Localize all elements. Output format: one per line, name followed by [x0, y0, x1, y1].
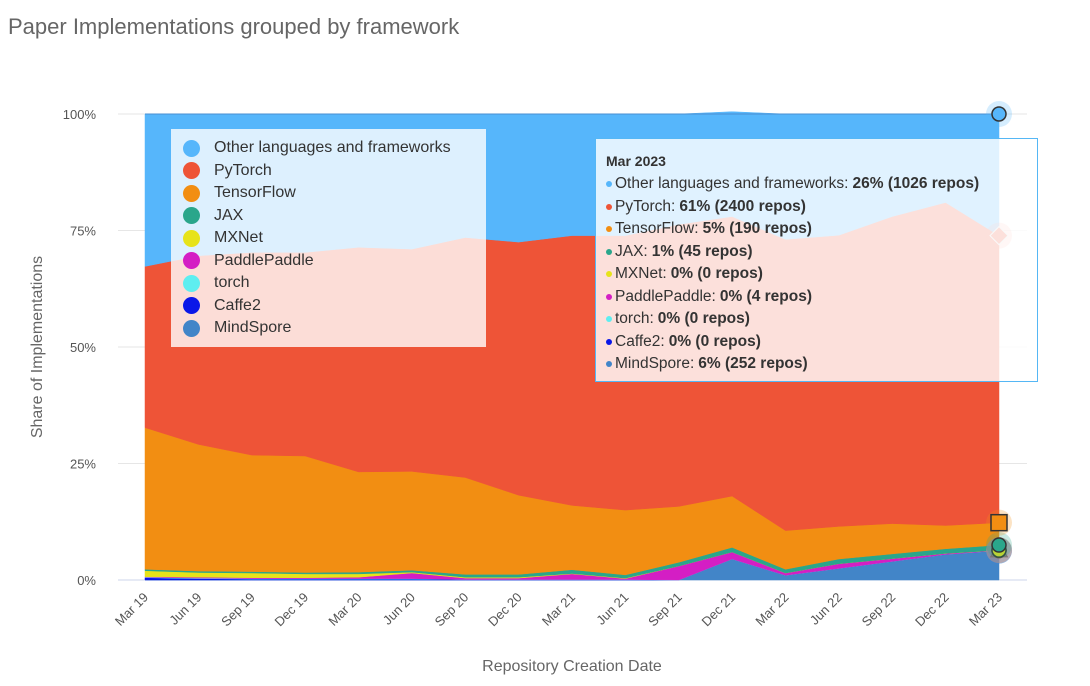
legend-swatch-icon: [183, 207, 200, 225]
x-tick-label: Mar 23: [966, 590, 1005, 629]
chart-legend: Other languages and frameworks PyTorch Ten…: [171, 129, 486, 347]
x-tick-label: Dec 22: [912, 590, 952, 630]
legend-label: PyTorch: [214, 161, 272, 179]
marker-jax[interactable]: [991, 537, 1007, 553]
tooltip-value: 0% (0 repos): [668, 332, 761, 350]
y-tick-label: 25%: [70, 457, 96, 472]
tooltip-bullet-icon: [606, 361, 612, 368]
tooltip-value: 0% (4 repos): [719, 287, 813, 305]
legend-item[interactable]: MindSpore: [183, 317, 474, 340]
legend-label: JAX: [214, 206, 244, 224]
legend-label: Other languages and frameworks: [214, 139, 451, 157]
x-tick-label: Jun 20: [380, 590, 418, 628]
tooltip-row: PyTorch: 61% (2400 repos): [606, 196, 1027, 219]
chart-title: Paper Implementations grouped by framewo…: [8, 14, 460, 39]
tooltip-value: 5% (190 repos): [702, 220, 812, 238]
tooltip-row: MindSpore: 6% (252 repos): [606, 353, 1027, 376]
tooltip-label: JAX:: [615, 242, 648, 260]
tooltip-bullet-icon: [606, 316, 612, 323]
x-tick-label: Mar 22: [752, 590, 791, 629]
tooltip-value: 26% (1026 repos): [852, 175, 980, 193]
x-tick-label: Mar 19: [112, 590, 151, 629]
legend-item[interactable]: PaddlePaddle: [183, 250, 474, 273]
marker-tensorflow[interactable]: [990, 513, 1008, 532]
tooltip-label: Caffe2:: [615, 332, 665, 350]
tooltip-bullet-icon: [606, 293, 612, 300]
legend-item[interactable]: Other languages and frameworks: [183, 137, 474, 160]
legend-label: MXNet: [214, 229, 263, 247]
tooltip-row: Caffe2: 0% (0 repos): [606, 331, 1027, 354]
y-axis-label: Share of Implementations: [29, 256, 46, 438]
legend-item[interactable]: MXNet: [183, 227, 474, 250]
x-tick-label: Mar 21: [539, 590, 578, 629]
tooltip-value: 61% (2400 repos): [679, 197, 806, 215]
x-tick-label: Jun 19: [166, 590, 204, 628]
x-tick-label: Sep 21: [645, 590, 685, 630]
legend-swatch-icon: [183, 229, 200, 247]
tooltip-bullet-icon: [606, 248, 612, 255]
tooltip-header: Mar 2023: [606, 153, 666, 169]
tooltip-row: Other languages and frameworks: 26% (1026…: [606, 173, 1027, 196]
x-tick-label: Dec 20: [485, 590, 525, 630]
tooltip-label: TensorFlow:: [615, 220, 699, 238]
tooltip-row: MXNet: 0% (0 repos): [606, 263, 1027, 286]
y-tick-label: 50%: [70, 340, 96, 355]
x-tick-label: Dec 19: [272, 590, 312, 630]
legend-swatch-icon: [183, 319, 200, 337]
tooltip-label: PyTorch:: [615, 197, 676, 215]
tooltip-bullet-icon: [606, 203, 612, 210]
legend-swatch-icon: [183, 274, 200, 292]
legend-label: torch: [214, 274, 250, 292]
legend-item[interactable]: Caffe2: [183, 295, 474, 318]
tooltip-value: 0% (0 repos): [670, 265, 763, 283]
x-tick-label: Dec 21: [699, 590, 739, 630]
x-tick-label: Mar 20: [325, 590, 364, 629]
tooltip-bullet-icon: [606, 181, 612, 188]
y-tick-label: 75%: [70, 224, 96, 239]
y-tick-label: 0%: [77, 573, 96, 588]
tooltip-row: TensorFlow: 5% (190 repos): [606, 218, 1027, 241]
tooltip-value: 1% (45 repos): [651, 242, 753, 260]
x-tick-label: Jun 22: [807, 590, 845, 628]
legend-item[interactable]: JAX: [183, 205, 474, 228]
chart-tooltip: Mar 2023 Other languages and frameworks:…: [595, 138, 1038, 382]
x-tick-label: Sep 20: [432, 590, 472, 630]
legend-swatch-icon: [183, 184, 200, 202]
tooltip-label: PaddlePaddle:: [615, 287, 716, 305]
y-axis-ticks: 0% 25% 50% 75% 100%: [63, 107, 97, 588]
x-tick-label: Sep 19: [218, 590, 258, 630]
legend-label: MindSpore: [214, 319, 292, 337]
x-axis-label: Repository Creation Date: [482, 658, 662, 675]
tooltip-label: Other languages and frameworks:: [615, 175, 849, 193]
legend-item[interactable]: TensorFlow: [183, 182, 474, 205]
tooltip-bullet-icon: [606, 271, 612, 278]
tooltip-row: torch: 0% (0 repos): [606, 308, 1027, 331]
tooltip-value: 0% (0 repos): [657, 310, 750, 328]
legend-swatch-icon: [183, 297, 200, 315]
legend-item[interactable]: torch: [183, 272, 474, 295]
legend-item[interactable]: PyTorch: [183, 160, 474, 183]
x-tick-label: Jun 21: [593, 590, 631, 628]
legend-swatch-icon: [183, 162, 200, 180]
tooltip-label: torch:: [615, 310, 654, 328]
x-tick-label: Sep 22: [859, 590, 899, 630]
legend-label: PaddlePaddle: [214, 251, 314, 269]
marker-other-languages-and-frameworks[interactable]: [991, 106, 1007, 122]
tooltip-row: PaddlePaddle: 0% (4 repos): [606, 286, 1027, 309]
legend-label: TensorFlow: [214, 184, 296, 202]
legend-label: Caffe2: [214, 296, 261, 314]
tooltip-bullet-icon: [606, 226, 612, 233]
legend-swatch-icon: [183, 252, 200, 270]
tooltip-value: 6% (252 repos): [698, 355, 808, 373]
tooltip-label: MXNet:: [615, 265, 667, 283]
legend-swatch-icon: [183, 139, 200, 157]
x-axis-ticks: Mar 19 Jun 19 Sep 19 Dec 19 Mar 20 Jun 20 Sep …: [112, 590, 1005, 630]
tooltip-label: MindSpore:: [615, 355, 695, 373]
y-tick-label: 100%: [63, 107, 97, 122]
tooltip-row: JAX: 1% (45 repos): [606, 241, 1027, 264]
tooltip-bullet-icon: [606, 338, 612, 345]
